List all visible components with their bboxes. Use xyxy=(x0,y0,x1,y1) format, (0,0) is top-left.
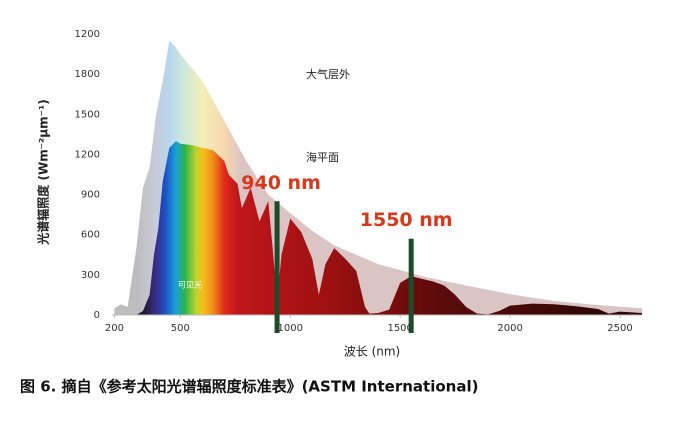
y-axis-label: 光谱辐照度 (Wm⁻²µm⁻¹) xyxy=(36,99,51,245)
area xyxy=(136,141,642,315)
y-tick-label: 600 xyxy=(81,230,100,241)
y-tick-label: 900 xyxy=(81,190,100,201)
y-tick-label: 1800 xyxy=(75,69,100,80)
y-tick-label: 1200 xyxy=(75,149,100,160)
y-tick-label: 1200 xyxy=(75,29,100,40)
x-tick-label: 1000 xyxy=(278,323,303,334)
y-tick-label: 0 xyxy=(94,310,100,321)
marker-bar xyxy=(274,201,280,333)
x-tick-label: 2000 xyxy=(497,323,522,334)
x-tick-label: 2500 xyxy=(607,323,632,334)
marker-label: 1550 nm xyxy=(360,209,453,231)
series-label: 海平面 xyxy=(306,150,339,164)
areas xyxy=(114,40,642,315)
marker-label: 940 nm xyxy=(241,172,321,194)
x-tick-label: 500 xyxy=(171,323,190,334)
x-tick-label: 1500 xyxy=(387,323,412,334)
x-axis-label: 波长 (nm) xyxy=(344,345,400,359)
series-label: 大气层外 xyxy=(306,67,350,81)
y-tick-label: 1500 xyxy=(75,109,100,120)
marker-bar xyxy=(408,238,414,333)
caption: 图 6. 摘自《参考太阳光谱辐照度标准表》(ASTM International… xyxy=(20,378,478,396)
leader-line xyxy=(255,157,300,179)
leader-line xyxy=(255,74,300,99)
visible-label: 可见光 xyxy=(178,280,202,290)
x-tick-label: 200 xyxy=(105,323,124,334)
y-tick-label: 300 xyxy=(81,270,100,281)
